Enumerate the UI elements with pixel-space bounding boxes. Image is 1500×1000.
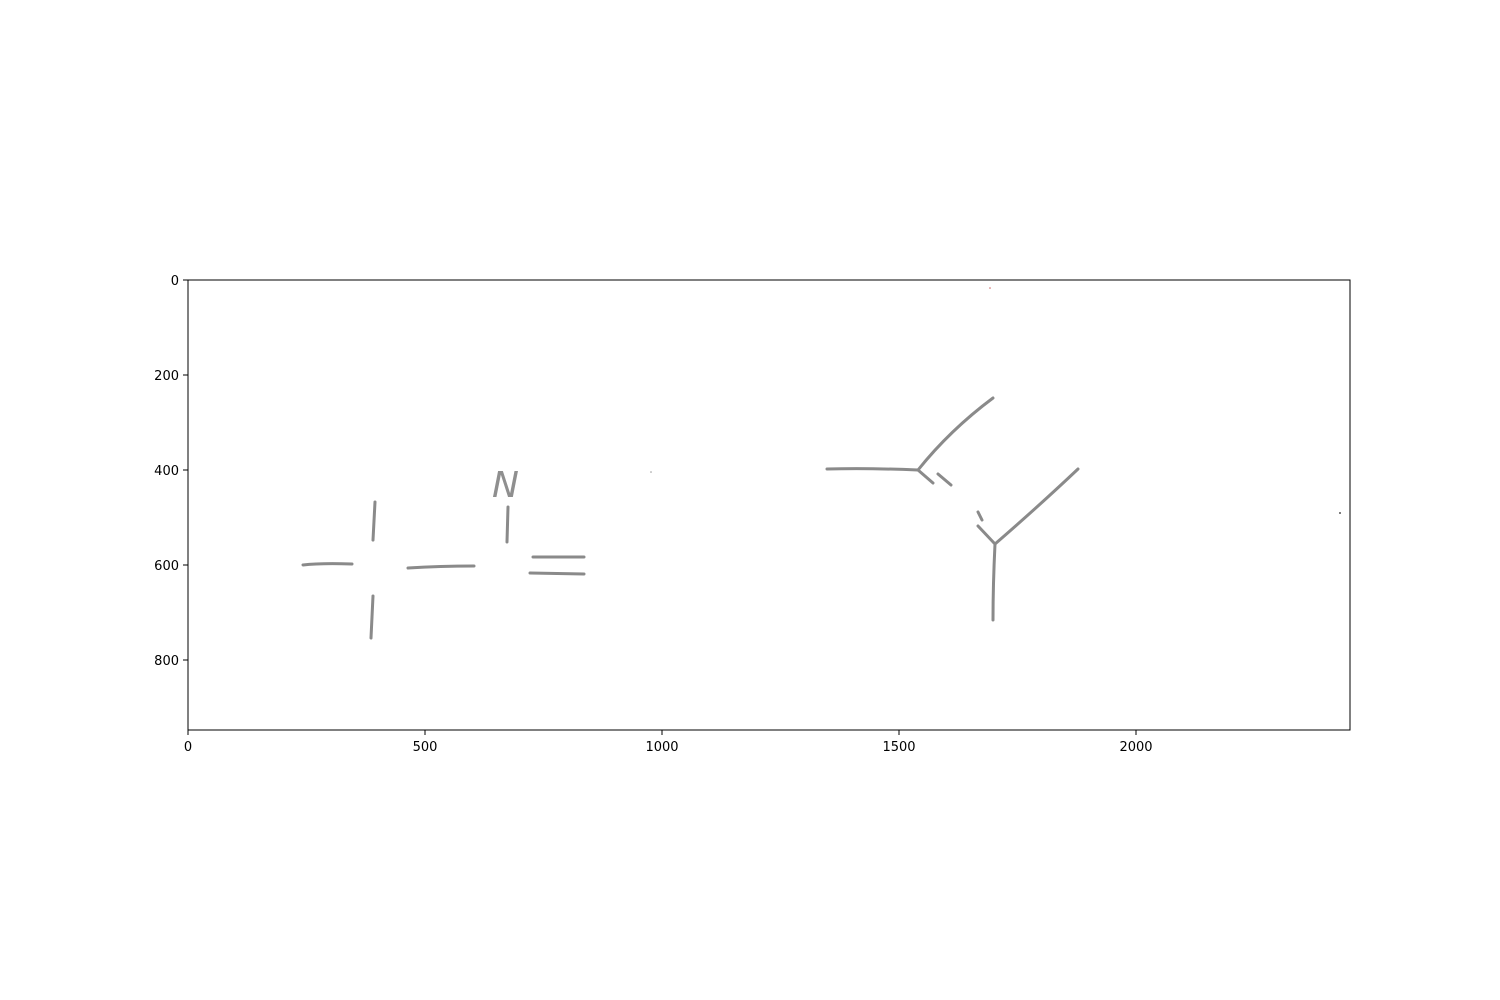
sketch-drawing: N (301, 287, 1341, 640)
x-tick-label: 500 (413, 740, 438, 755)
sketch-stroke-lower-small-1 (976, 510, 984, 522)
sketch-stroke-upper-short-2 (936, 472, 953, 487)
sketch-stroke-upper-short-1 (916, 468, 935, 485)
sketch-stroke-lower-diagonal (993, 467, 1080, 546)
image-area (188, 280, 1350, 730)
y-tick-label: 0 (171, 274, 179, 289)
x-tick-label: 0 (184, 740, 192, 755)
x-tick-label: 1000 (645, 740, 678, 755)
sketch-stroke-lower-small-2 (976, 524, 997, 546)
y-axis: 0 200 400 600 800 (154, 274, 188, 669)
x-axis: 0 500 1000 1500 2000 (184, 730, 1153, 755)
x-tick-label: 2000 (1119, 740, 1152, 755)
sketch-speck (1339, 512, 1341, 514)
x-tick-label: 1500 (882, 740, 915, 755)
sketch-stroke-upper-diagonal (916, 396, 995, 472)
sketch-stroke-lower-vertical (991, 542, 997, 622)
letter-n: N (492, 465, 519, 506)
y-tick-label: 400 (154, 464, 179, 479)
sketch-stroke-double-bond-lower (528, 571, 586, 576)
sketch-stroke-n-bond (505, 505, 510, 544)
sketch-stroke-cross-bottom (369, 594, 375, 640)
sketch-speck (650, 471, 652, 473)
sketch-stroke-middle-horizontal (406, 564, 476, 570)
sketch-speck (989, 287, 991, 289)
y-tick-label: 600 (154, 559, 179, 574)
y-tick-label: 200 (154, 369, 179, 384)
sketch-stroke-cross-top (371, 500, 377, 542)
sketch-stroke-right-horizontal (825, 467, 920, 472)
axes-frame (187, 279, 1351, 731)
sketch-stroke-left-horizontal (301, 562, 354, 567)
y-tick-label: 800 (154, 654, 179, 669)
